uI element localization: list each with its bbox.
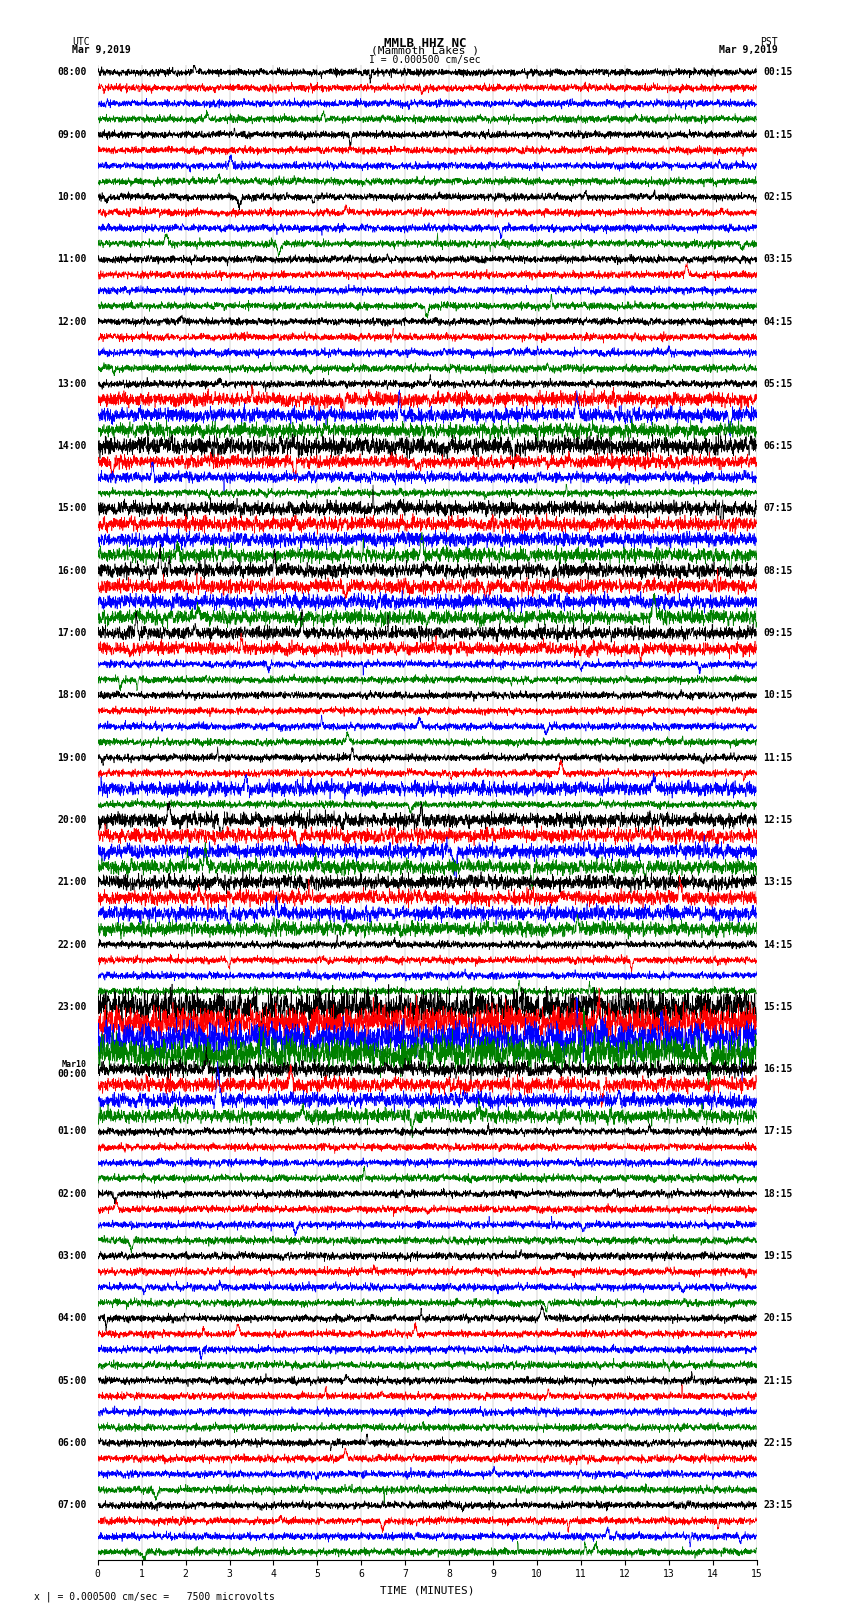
- Text: 10:00: 10:00: [58, 192, 87, 202]
- Text: 23:00: 23:00: [58, 1002, 87, 1011]
- Text: MMLB HHZ NC: MMLB HHZ NC: [383, 37, 467, 50]
- Text: 22:15: 22:15: [763, 1437, 792, 1448]
- Text: 00:00: 00:00: [58, 1069, 87, 1079]
- Text: 12:15: 12:15: [763, 815, 792, 824]
- Text: 05:00: 05:00: [58, 1376, 87, 1386]
- Text: 16:00: 16:00: [58, 566, 87, 576]
- Text: 21:00: 21:00: [58, 877, 87, 887]
- Text: (Mammoth Lakes ): (Mammoth Lakes ): [371, 45, 479, 55]
- Text: I = 0.000500 cm/sec: I = 0.000500 cm/sec: [369, 55, 481, 65]
- Text: 07:00: 07:00: [58, 1500, 87, 1510]
- Text: Mar 9,2019: Mar 9,2019: [72, 45, 131, 55]
- Text: 00:15: 00:15: [763, 68, 792, 77]
- Text: 03:15: 03:15: [763, 255, 792, 265]
- Text: 07:15: 07:15: [763, 503, 792, 513]
- Text: 04:15: 04:15: [763, 316, 792, 326]
- Text: UTC: UTC: [72, 37, 90, 47]
- Text: 20:00: 20:00: [58, 815, 87, 824]
- Text: 18:15: 18:15: [763, 1189, 792, 1198]
- Text: 23:15: 23:15: [763, 1500, 792, 1510]
- Text: Mar 9,2019: Mar 9,2019: [719, 45, 778, 55]
- Text: 06:00: 06:00: [58, 1437, 87, 1448]
- Text: 03:00: 03:00: [58, 1252, 87, 1261]
- Text: 09:15: 09:15: [763, 627, 792, 639]
- Text: 11:00: 11:00: [58, 255, 87, 265]
- Text: 20:15: 20:15: [763, 1313, 792, 1323]
- Text: 12:00: 12:00: [58, 316, 87, 326]
- Text: 21:15: 21:15: [763, 1376, 792, 1386]
- Text: 01:15: 01:15: [763, 129, 792, 140]
- Text: 08:00: 08:00: [58, 68, 87, 77]
- Text: 01:00: 01:00: [58, 1126, 87, 1137]
- Text: x | = 0.000500 cm/sec =   7500 microvolts: x | = 0.000500 cm/sec = 7500 microvolts: [34, 1590, 275, 1602]
- Text: 05:15: 05:15: [763, 379, 792, 389]
- Text: 15:00: 15:00: [58, 503, 87, 513]
- Text: 04:00: 04:00: [58, 1313, 87, 1323]
- Text: 11:15: 11:15: [763, 753, 792, 763]
- Text: 13:15: 13:15: [763, 877, 792, 887]
- Text: 17:15: 17:15: [763, 1126, 792, 1137]
- Text: 14:15: 14:15: [763, 939, 792, 950]
- Text: 08:15: 08:15: [763, 566, 792, 576]
- Text: 18:00: 18:00: [58, 690, 87, 700]
- Text: 10:15: 10:15: [763, 690, 792, 700]
- Text: 06:15: 06:15: [763, 440, 792, 452]
- Text: PST: PST: [760, 37, 778, 47]
- X-axis label: TIME (MINUTES): TIME (MINUTES): [380, 1586, 474, 1595]
- Text: 14:00: 14:00: [58, 440, 87, 452]
- Text: 15:15: 15:15: [763, 1002, 792, 1011]
- Text: 16:15: 16:15: [763, 1065, 792, 1074]
- Text: 19:00: 19:00: [58, 753, 87, 763]
- Text: 09:00: 09:00: [58, 129, 87, 140]
- Text: 17:00: 17:00: [58, 627, 87, 639]
- Text: 02:15: 02:15: [763, 192, 792, 202]
- Text: 22:00: 22:00: [58, 939, 87, 950]
- Text: 02:00: 02:00: [58, 1189, 87, 1198]
- Text: 19:15: 19:15: [763, 1252, 792, 1261]
- Text: 13:00: 13:00: [58, 379, 87, 389]
- Text: Mar10: Mar10: [62, 1060, 87, 1069]
